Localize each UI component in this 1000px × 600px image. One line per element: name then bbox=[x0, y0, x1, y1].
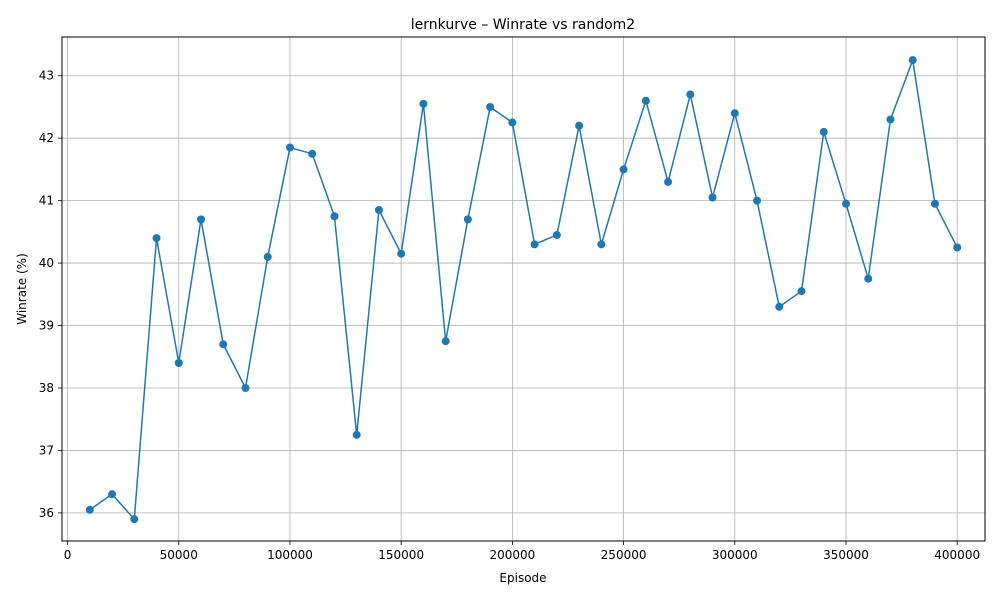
data-point bbox=[753, 196, 762, 205]
data-point bbox=[819, 127, 828, 136]
x-tick-label: 200000 bbox=[489, 548, 535, 562]
data-point bbox=[219, 340, 228, 349]
data-point bbox=[552, 230, 561, 239]
y-tick-label: 37 bbox=[39, 443, 54, 457]
plot-frame bbox=[61, 36, 986, 542]
data-point bbox=[908, 56, 917, 65]
data-point bbox=[886, 115, 895, 124]
data-point bbox=[197, 215, 206, 224]
data-point bbox=[530, 240, 539, 249]
data-point bbox=[241, 383, 250, 392]
y-tick-label: 41 bbox=[39, 194, 54, 208]
y-tick-label: 38 bbox=[39, 381, 54, 395]
data-point bbox=[263, 252, 272, 261]
series-layer bbox=[85, 56, 962, 524]
data-point bbox=[352, 430, 361, 439]
y-axis-title: Winrate (%) bbox=[15, 253, 29, 325]
chart-title: lernkurve – Winrate vs random2 bbox=[411, 17, 635, 33]
axis-ticks: 0 50000 100000 150000 200000 250000 300000 3500… bbox=[39, 69, 980, 562]
y-tick-label: 42 bbox=[39, 131, 54, 145]
data-point bbox=[730, 109, 739, 118]
data-point bbox=[597, 240, 606, 249]
x-tick-label: 300000 bbox=[712, 548, 758, 562]
y-tick-label: 40 bbox=[39, 256, 54, 270]
data-point bbox=[152, 234, 161, 243]
data-point bbox=[374, 205, 383, 214]
x-axis-title: Episode bbox=[499, 571, 546, 585]
data-point bbox=[686, 90, 695, 99]
data-point bbox=[130, 515, 139, 524]
data-point bbox=[775, 302, 784, 311]
data-point bbox=[308, 149, 317, 158]
data-point bbox=[619, 165, 628, 174]
data-point bbox=[419, 99, 428, 108]
data-point bbox=[641, 96, 650, 105]
x-tick-label: 150000 bbox=[378, 548, 424, 562]
data-point bbox=[330, 212, 339, 221]
x-tick-label: 0 bbox=[64, 548, 72, 562]
series-line bbox=[89, 59, 958, 520]
data-point bbox=[708, 193, 717, 202]
data-point bbox=[85, 505, 94, 514]
data-point bbox=[953, 243, 962, 252]
y-tick-label: 36 bbox=[39, 506, 54, 520]
grid-lines bbox=[62, 37, 985, 541]
data-point bbox=[508, 118, 517, 127]
data-point bbox=[864, 274, 873, 283]
x-tick-label: 50000 bbox=[160, 548, 198, 562]
data-point bbox=[664, 177, 673, 186]
data-point bbox=[575, 121, 584, 130]
data-point bbox=[285, 143, 294, 152]
data-point bbox=[108, 490, 117, 499]
data-point bbox=[397, 249, 406, 258]
data-point bbox=[486, 102, 495, 111]
x-tick-label: 100000 bbox=[267, 548, 313, 562]
data-point bbox=[174, 359, 183, 368]
data-point bbox=[930, 199, 939, 208]
x-tick-label: 400000 bbox=[934, 548, 980, 562]
data-point bbox=[797, 287, 806, 296]
y-tick-label: 43 bbox=[39, 69, 54, 83]
x-tick-label: 250000 bbox=[601, 548, 647, 562]
x-tick-label: 350000 bbox=[823, 548, 869, 562]
data-point bbox=[463, 215, 472, 224]
data-point bbox=[841, 199, 850, 208]
data-point bbox=[441, 337, 450, 346]
y-tick-label: 39 bbox=[39, 319, 54, 333]
